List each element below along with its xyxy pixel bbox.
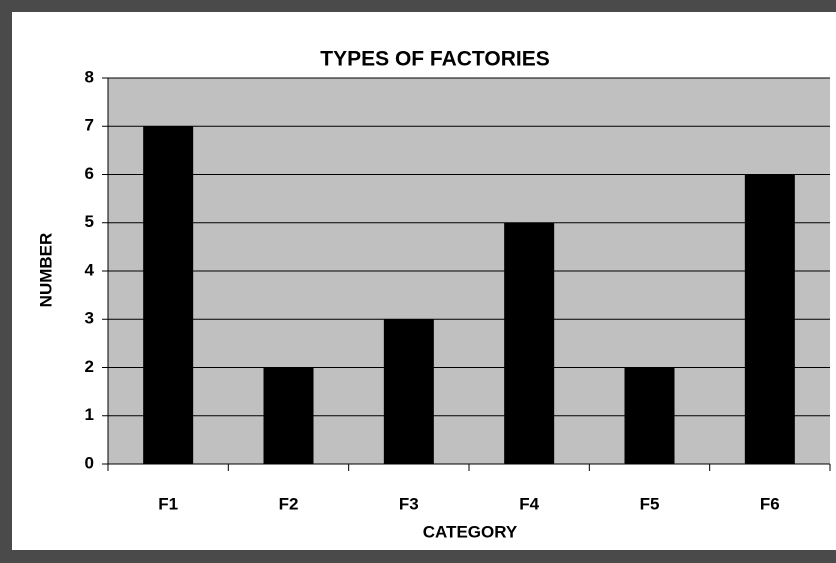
bar [383, 319, 434, 464]
x-axis-label: CATEGORY [423, 522, 518, 541]
y-tick-label: 8 [85, 67, 94, 86]
x-tick-label: F3 [399, 494, 419, 513]
y-tick-label: 4 [85, 260, 95, 279]
y-axis-label: NUMBER [36, 233, 55, 308]
bar [504, 222, 555, 464]
y-tick-label: 1 [85, 405, 94, 424]
x-tick-label: F4 [519, 494, 539, 513]
x-tick-label: F1 [158, 494, 178, 513]
bar [143, 126, 194, 464]
bar [624, 367, 675, 464]
chart-title: TYPES OF FACTORIES [320, 48, 549, 71]
y-tick-label: 2 [85, 357, 94, 376]
y-tick-label: 7 [85, 116, 94, 135]
y-tick-label: 3 [85, 309, 94, 328]
x-tick-label: F2 [279, 494, 299, 513]
y-tick-label: 0 [85, 453, 94, 472]
bar [263, 367, 314, 464]
y-tick-label: 5 [85, 212, 94, 231]
x-tick-label: F6 [760, 494, 780, 513]
x-tick-label: F5 [640, 494, 660, 513]
bar [744, 174, 795, 464]
y-tick-label: 6 [85, 164, 94, 183]
